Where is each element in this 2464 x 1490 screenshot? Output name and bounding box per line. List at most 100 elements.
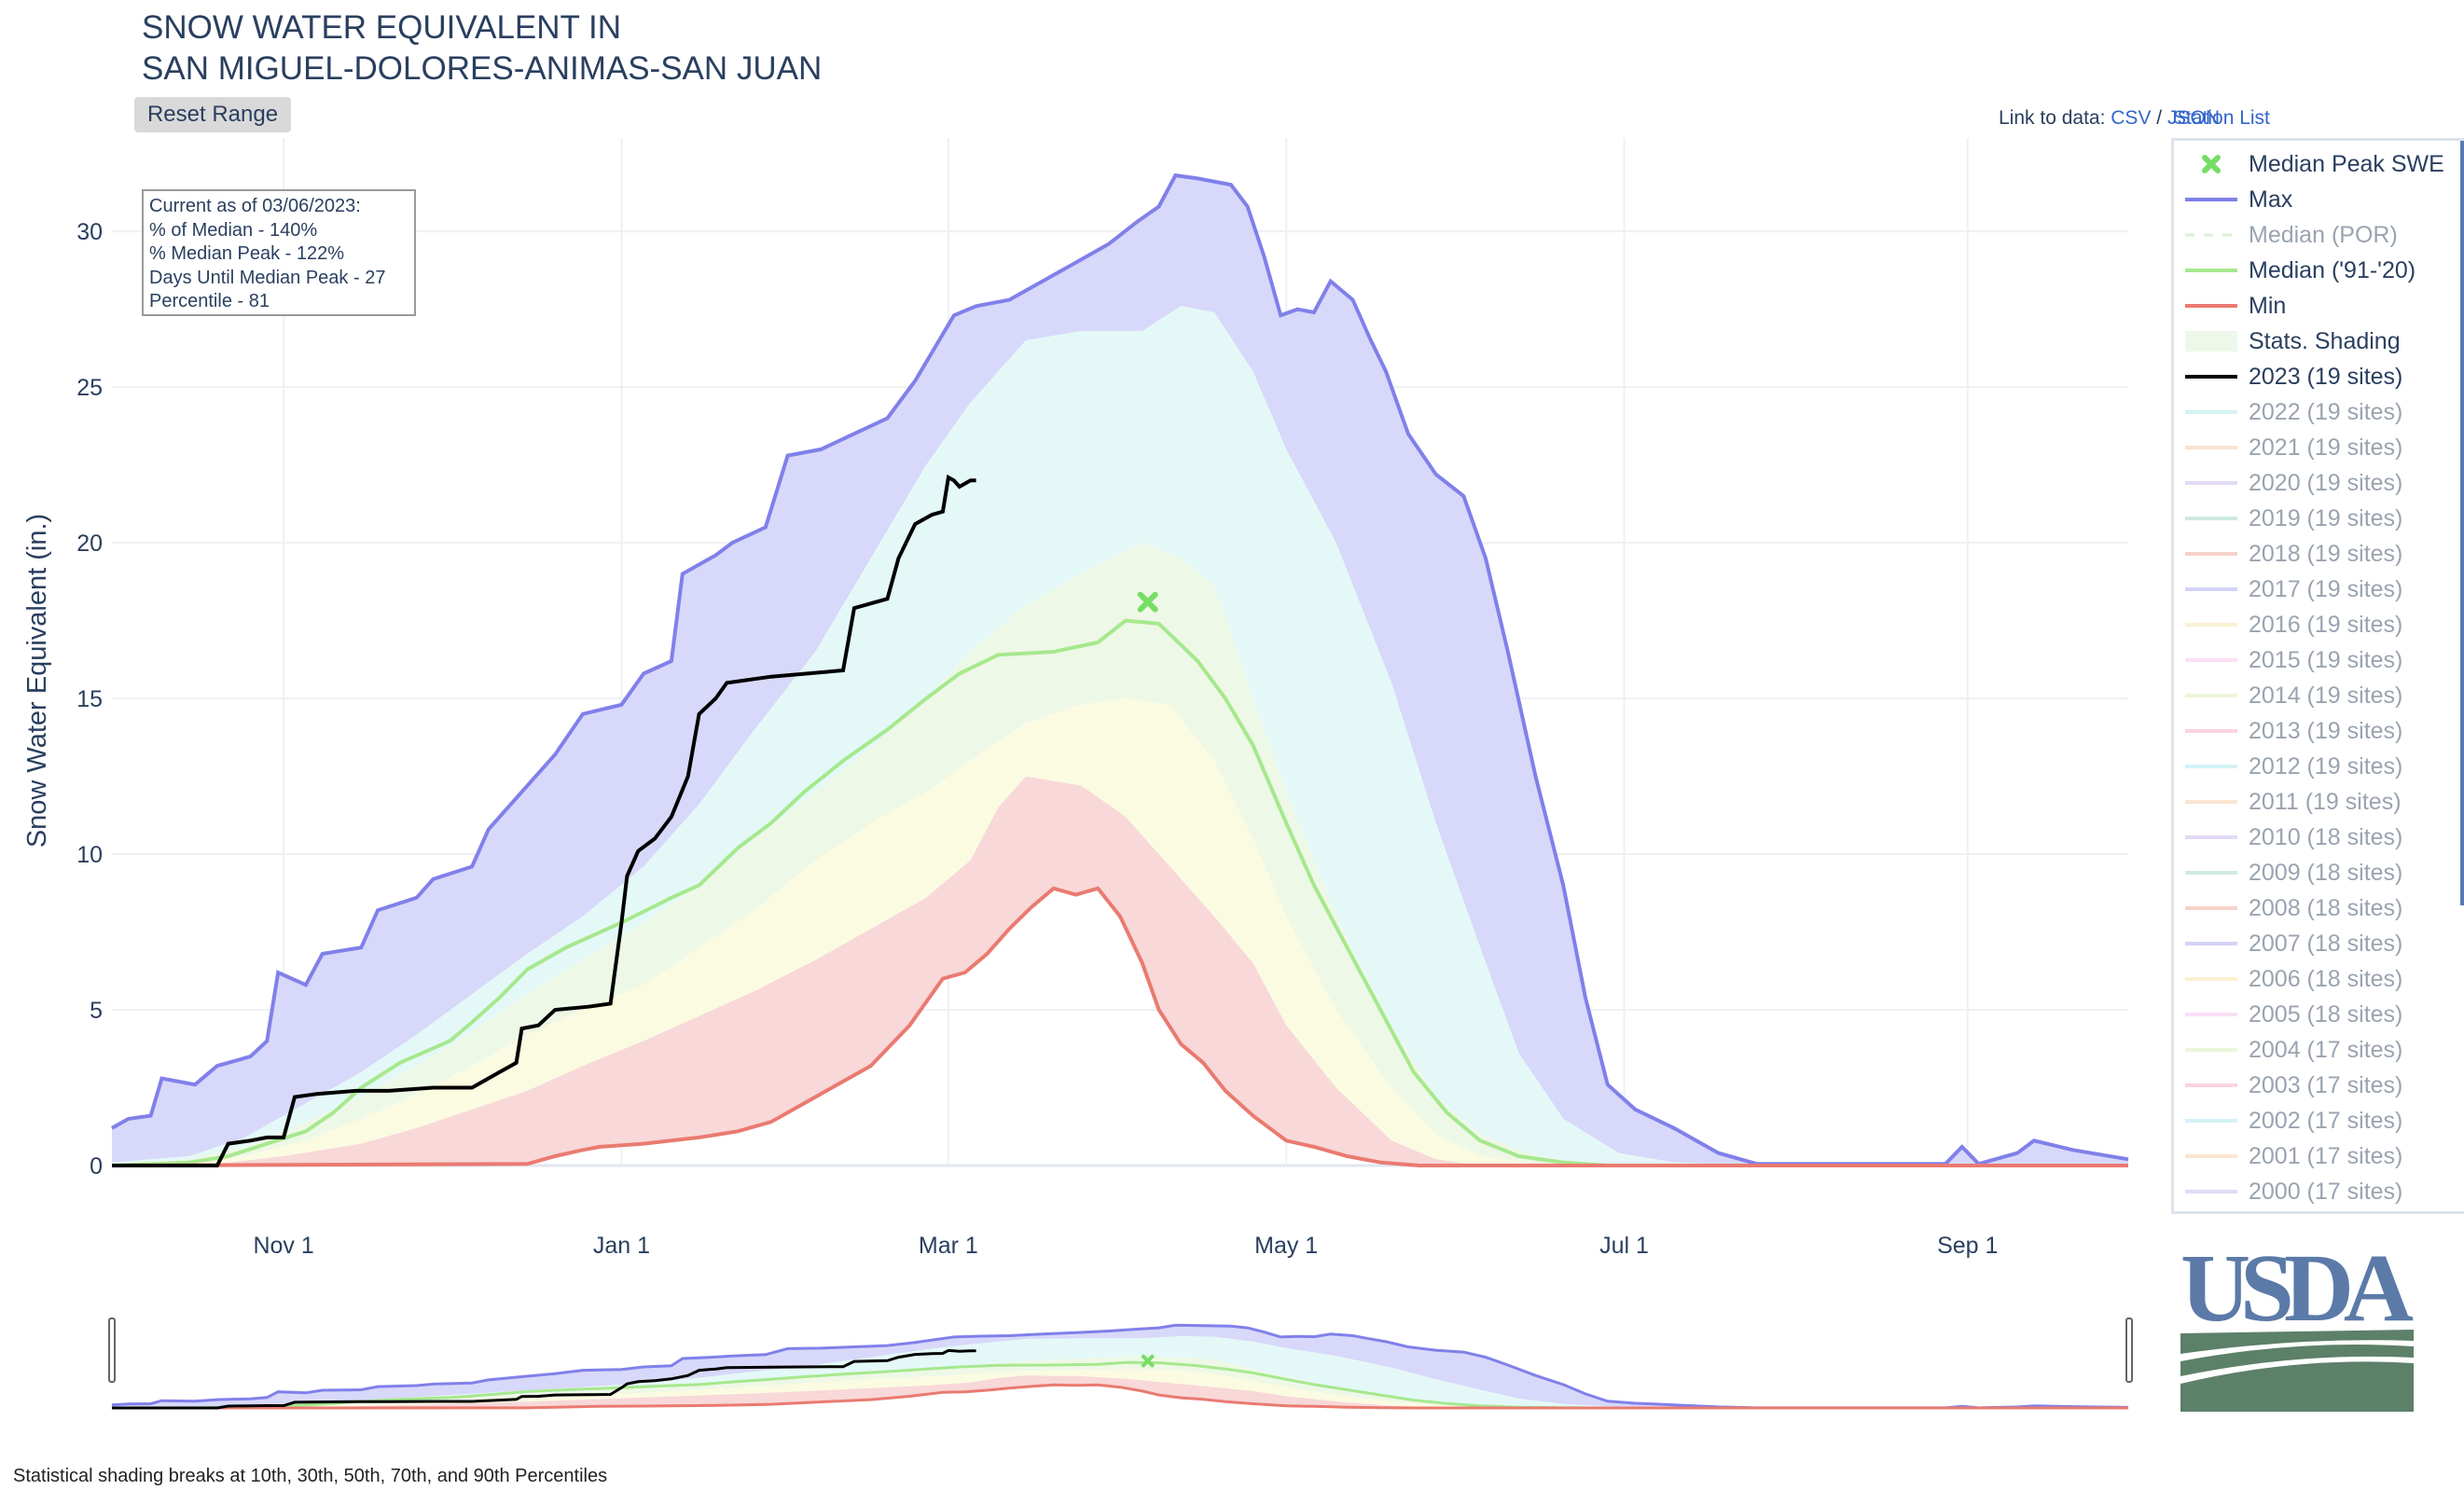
band-50-30 xyxy=(112,698,2128,1166)
legend-item[interactable]: 2003 (17 sites) xyxy=(2174,1069,2454,1101)
legend-label: 2022 (19 sites) xyxy=(2249,398,2403,425)
legend-label: 2006 (18 sites) xyxy=(2249,965,2403,992)
legend-symbol xyxy=(2185,304,2237,308)
legend-symbol xyxy=(2185,765,2237,768)
usda-logo-text: USDA xyxy=(2180,1244,2414,1342)
mini-band-70-50 xyxy=(112,1356,2128,1408)
legend-label: 2005 (18 sites) xyxy=(2249,1000,2403,1028)
legend-scrollbar[interactable] xyxy=(2460,141,2464,905)
legend-item[interactable]: Median Peak SWE xyxy=(2174,148,2454,180)
median-peak-marker xyxy=(1137,591,1158,613)
x-tick-label: Jul 1 xyxy=(1599,1233,1649,1259)
reset-range-button[interactable]: Reset Range xyxy=(134,97,291,132)
legend-label: 2009 (18 sites) xyxy=(2249,859,2403,886)
x-tick-label: Nov 1 xyxy=(253,1233,313,1259)
mini-band-90-70 xyxy=(112,1336,2128,1408)
legend-item[interactable]: 2002 (17 sites) xyxy=(2174,1105,2454,1137)
legend-item[interactable]: Min xyxy=(2174,290,2454,322)
legend-item[interactable]: 2004 (17 sites) xyxy=(2174,1034,2454,1066)
legend-symbol xyxy=(2185,658,2237,662)
y-tick-label: 25 xyxy=(76,375,103,401)
current-status-box: Current as of 03/06/2023: % of Median - … xyxy=(142,189,416,316)
legend-item[interactable]: 2014 (19 sites) xyxy=(2174,680,2454,711)
range-slider-right-handle[interactable] xyxy=(2125,1318,2133,1383)
chart-title-line-2: SAN MIGUEL-DOLORES-ANIMAS-SAN JUAN xyxy=(142,50,823,87)
legend-item[interactable]: 2016 (19 sites) xyxy=(2174,609,2454,641)
mini-max-line xyxy=(111,1323,2129,1410)
legend-item[interactable]: Stats. Shading xyxy=(2174,325,2454,357)
legend-symbol xyxy=(2185,977,2237,981)
swe-chart[interactable]: 0 5 10 15 20 25 30 Nov 1 Jan 1 Mar 1 May 1 Jul 1 Se… xyxy=(0,0,2173,1455)
legend-symbol xyxy=(2185,552,2237,556)
y-tick-label: 15 xyxy=(76,686,103,712)
chart-legend[interactable]: Median Peak SWE Max Median (POR) Median ('9… xyxy=(2171,138,2464,1214)
legend-symbol xyxy=(2185,835,2237,839)
legend-item[interactable]: 2011 (19 sites) xyxy=(2174,786,2454,818)
status-line: % of Median - 140% xyxy=(149,219,318,241)
legend-item[interactable]: 2019 (19 sites) xyxy=(2174,503,2454,534)
legend-item[interactable]: 2021 (19 sites) xyxy=(2174,432,2454,463)
y-tick-label: 0 xyxy=(90,1153,103,1180)
legend-item[interactable]: 2001 (17 sites) xyxy=(2174,1140,2454,1172)
legend-item[interactable]: 2007 (18 sites) xyxy=(2174,928,2454,959)
x-axis-ticks: Nov 1 Jan 1 Mar 1 May 1 Jul 1 Sep 1 xyxy=(253,1233,1998,1259)
legend-item[interactable]: 2012 (19 sites) xyxy=(2174,751,2454,782)
y-tick-label: 10 xyxy=(76,842,103,868)
chart-title-line-1: SNOW WATER EQUIVALENT IN xyxy=(142,9,622,46)
legend-item[interactable]: 2009 (18 sites) xyxy=(2174,857,2454,889)
legend-item[interactable]: 2020 (19 sites) xyxy=(2174,467,2454,499)
json-link[interactable]: JSON xyxy=(2166,107,2220,129)
legend-item[interactable]: 2000 (17 sites) xyxy=(2174,1176,2454,1207)
series-lines xyxy=(111,172,2129,1167)
legend-label: Median (POR) xyxy=(2249,221,2398,248)
legend-item[interactable]: 2008 (18 sites) xyxy=(2174,892,2454,924)
y-tick-label: 20 xyxy=(76,531,103,557)
legend-label: 2018 (19 sites) xyxy=(2249,540,2403,567)
status-line: % Median Peak - 122% xyxy=(149,243,345,264)
legend-symbol xyxy=(2185,694,2237,697)
legend-symbol xyxy=(2185,623,2237,627)
legend-symbol xyxy=(2185,1083,2237,1087)
legend-label: 2016 (19 sites) xyxy=(2249,611,2403,638)
mini-band-50-30 xyxy=(112,1369,2128,1408)
band-max-90 xyxy=(112,175,2128,1166)
legend-item[interactable]: 2006 (18 sites) xyxy=(2174,963,2454,995)
mini-min-line xyxy=(111,1383,2128,1410)
range-slider[interactable] xyxy=(108,1308,2133,1410)
legend-item[interactable]: 2017 (19 sites) xyxy=(2174,573,2454,605)
mini-current-year-line xyxy=(112,1348,976,1410)
legend-item[interactable]: 2023 (19 sites) xyxy=(2174,361,2454,393)
legend-item[interactable]: 2013 (19 sites) xyxy=(2174,715,2454,747)
legend-symbol xyxy=(2185,587,2237,591)
legend-item[interactable]: 2015 (19 sites) xyxy=(2174,644,2454,676)
link-to-data-label: Link to data: xyxy=(1999,107,2106,129)
legend-label: 2003 (17 sites) xyxy=(2249,1071,2403,1098)
legend-label: Median ('91-'20) xyxy=(2249,256,2416,283)
csv-link[interactable]: CSV xyxy=(2111,107,2152,129)
y-axis-ticks: 0 5 10 15 20 25 30 xyxy=(76,219,103,1180)
legend-item[interactable]: 2022 (19 sites) xyxy=(2174,396,2454,428)
legend-symbol xyxy=(2185,481,2237,485)
station-list-link[interactable]: Station List xyxy=(2173,107,2270,129)
legend-symbol xyxy=(2185,446,2237,449)
range-slider-left-handle[interactable] xyxy=(108,1318,116,1383)
y-tick-label: 30 xyxy=(76,219,103,245)
legend-item[interactable]: Max xyxy=(2174,184,2454,215)
legend-item[interactable]: 2018 (19 sites) xyxy=(2174,538,2454,570)
legend-label: 2002 (17 sites) xyxy=(2249,1107,2403,1134)
legend-item[interactable]: 2010 (18 sites) xyxy=(2174,821,2454,853)
legend-symbol xyxy=(2185,1190,2237,1193)
band-70-50 xyxy=(112,543,2128,1166)
legend-symbol xyxy=(2185,1013,2237,1016)
legend-label: 2013 (19 sites) xyxy=(2249,717,2403,744)
legend-item[interactable]: 2005 (18 sites) xyxy=(2174,999,2454,1030)
legend-item[interactable]: Median (POR) xyxy=(2174,219,2454,251)
x-tick-label: May 1 xyxy=(1254,1233,1318,1259)
x-tick-label: Sep 1 xyxy=(1937,1233,1998,1259)
legend-label: 2008 (18 sites) xyxy=(2249,894,2403,921)
legend-label: 2023 (19 sites) xyxy=(2249,363,2403,390)
y-axis-label: Snow Water Equivalent (in.) xyxy=(22,514,52,848)
legend-label: 2010 (18 sites) xyxy=(2249,823,2403,850)
usda-logo: USDA xyxy=(2180,1244,2414,1412)
legend-item[interactable]: Median ('91-'20) xyxy=(2174,255,2454,286)
